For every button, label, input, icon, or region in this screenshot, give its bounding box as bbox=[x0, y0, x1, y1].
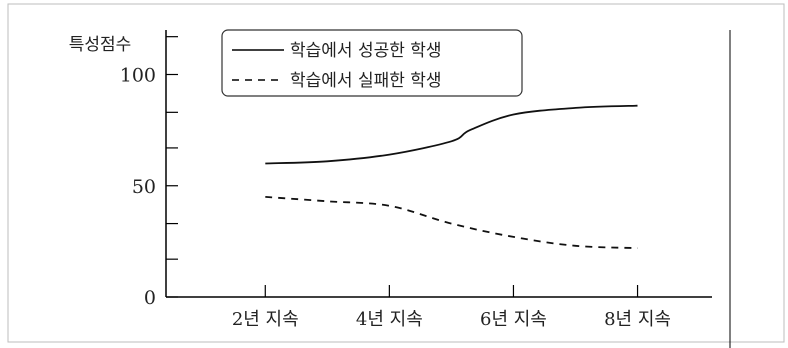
legend: 학습에서 성공한 학생 학습에서 실패한 학생 bbox=[221, 29, 523, 97]
y-tick-label-50: 50 bbox=[132, 176, 156, 198]
x-tick-label-1: 4년 지속 bbox=[356, 309, 423, 330]
legend-box bbox=[221, 29, 523, 97]
y-tick-label-100: 100 bbox=[120, 65, 156, 87]
y-tick-label-0: 0 bbox=[144, 287, 156, 309]
legend-label-failure: 학습에서 실패한 학생 bbox=[290, 71, 442, 91]
x-tick-label-2: 6년 지속 bbox=[480, 309, 547, 330]
x-tick-label-3: 8년 지속 bbox=[604, 309, 671, 330]
series-line-success bbox=[265, 104, 638, 165]
series-group bbox=[265, 104, 638, 249]
x-tick-label-0: 2년 지속 bbox=[232, 309, 299, 330]
legend-label-success: 학습에서 성공한 학생 bbox=[290, 41, 442, 61]
x-ticks-group: 2년 지속 4년 지속 6년 지속 8년 지속 bbox=[232, 285, 671, 330]
outer-border bbox=[7, 3, 785, 343]
y-axis-label: 특성점수 bbox=[69, 35, 132, 55]
y-ticks-group: 0 50 100 bbox=[120, 36, 178, 309]
series-line-failure bbox=[265, 196, 638, 249]
